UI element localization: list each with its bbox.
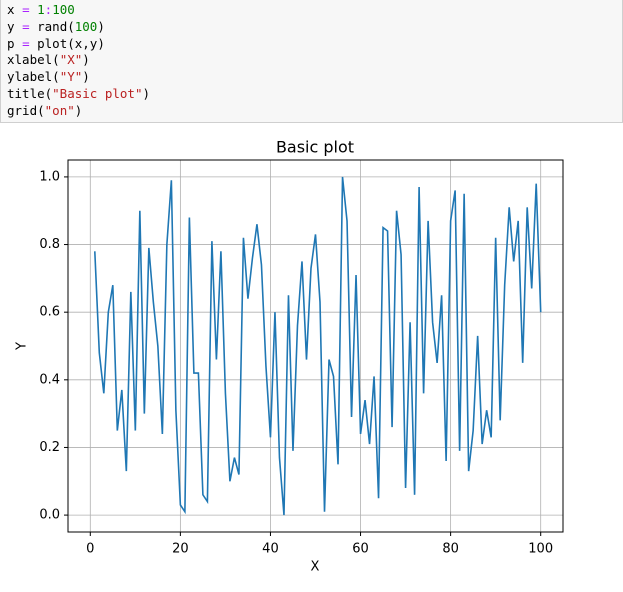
code-line: ylabel("Y") <box>7 69 90 85</box>
code-line: y = rand(100) <box>7 18 105 34</box>
x-tick-label: 100 <box>528 542 553 557</box>
data-line <box>94 176 542 516</box>
y-tick-label: 0.2 <box>39 440 60 455</box>
axes-frame <box>67 159 564 533</box>
y-tick-label: 0.6 <box>39 305 60 320</box>
code-line: p = plot(x,y) <box>7 35 105 51</box>
code-line: title("Basic plot") <box>7 85 150 101</box>
code-line: x = 1:100 <box>7 2 75 17</box>
x-tick-label: 0 <box>86 542 94 557</box>
y-axis-label: Y <box>15 342 30 351</box>
x-tick-label: 40 <box>262 542 279 557</box>
y-tick-label: 0.4 <box>39 372 60 387</box>
chart: Basic plot X Y 0.0 0.2 0.4 0.6 0.8 1.0 0 20 40 60… <box>15 138 564 575</box>
y-tick-label: 0.8 <box>39 237 60 252</box>
x-axis-label: X <box>311 560 320 575</box>
code-line: xlabel("X") <box>7 52 90 68</box>
y-tick-label: 0.0 <box>39 508 60 523</box>
code-line: grid("on") <box>7 102 83 118</box>
x-tick-label: 60 <box>352 542 369 557</box>
x-tick-label: 80 <box>442 542 459 557</box>
chart-title: Basic plot <box>276 138 354 157</box>
x-tick-label: 20 <box>172 542 189 557</box>
code-cell: x = 1:100 y = rand(100) p = plot(x,y) xlabe… <box>0 0 623 123</box>
y-tick-label: 1.0 <box>39 169 60 184</box>
